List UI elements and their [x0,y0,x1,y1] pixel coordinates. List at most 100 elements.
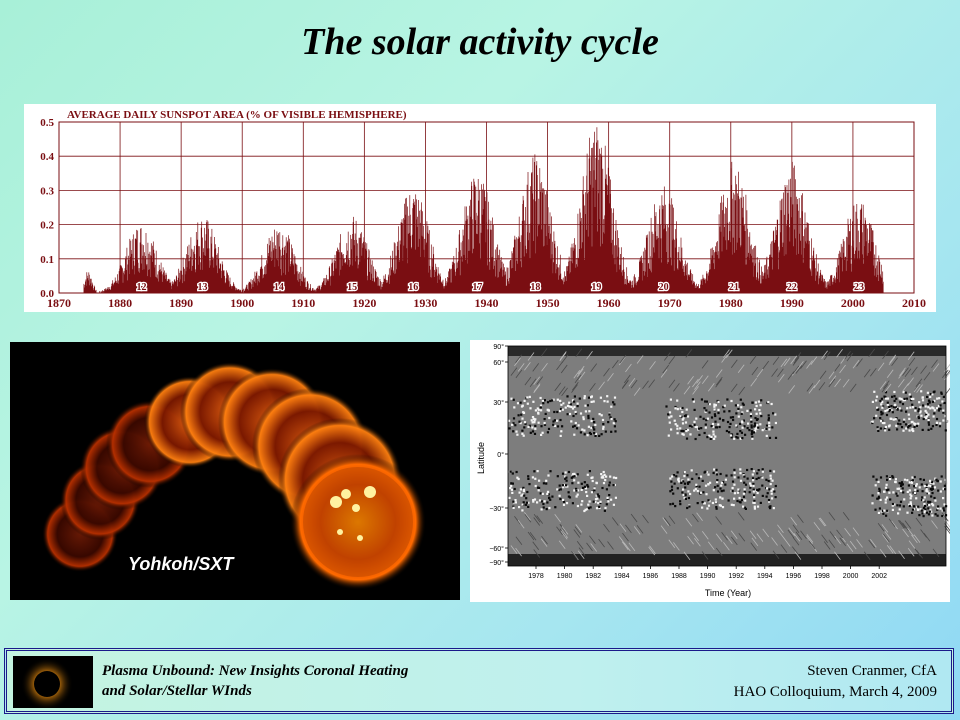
flux-speck [601,475,604,478]
flux-speck [613,425,616,428]
flux-streak [540,348,548,357]
flux-speck [569,403,572,406]
butterfly-y-tick-label: −30° [489,505,504,513]
flux-speck [876,408,879,411]
flux-streak [788,527,796,536]
flux-speck [591,479,594,483]
flux-speck [720,481,724,484]
flux-streak [879,381,887,390]
flux-speck [714,414,717,418]
flux-speck [918,486,921,489]
flux-streak [574,526,582,535]
flux-speck [889,409,892,412]
flux-speck [721,506,725,509]
flux-speck [528,424,531,427]
flux-speck [884,429,887,432]
butterfly-x-axis-label: Time (Year) [705,588,751,598]
flux-speck [684,497,687,500]
presentation-title-line1: Plasma Unbound: New Insights Coronal Hea… [102,663,409,679]
butterfly-x-tick-label: 2000 [843,573,859,580]
flux-speck [757,426,760,429]
flux-speck [700,427,703,430]
flux-speck [712,425,715,428]
flux-speck [896,494,899,497]
butterfly-y-tick-label: −90° [489,559,504,567]
flux-speck [883,427,886,430]
flux-speck [924,508,927,511]
flux-speck [693,489,696,492]
flux-speck [926,492,929,495]
flux-speck [874,484,877,487]
sunspot-bars [83,127,884,293]
active-region-spot [352,504,360,512]
flux-streak [913,383,921,393]
sunspot-x-tick-label: 1960 [597,296,621,310]
flux-speck [511,491,514,494]
flux-speck [712,471,715,475]
flux-speck [680,481,683,484]
flux-speck [522,486,525,489]
flux-speck [719,472,722,476]
flux-streak [884,531,892,540]
sunspot-chart-title: AVERAGE DAILY SUNSPOT AREA (% OF VISIBLE… [67,109,407,121]
flux-speck [729,434,733,437]
flux-speck [902,491,905,494]
flux-speck [670,428,673,431]
flux-speck [583,509,586,513]
flux-speck [929,479,932,482]
flux-speck [736,436,739,439]
flux-speck [556,398,559,401]
active-region-spot [341,489,351,499]
flux-speck [709,481,712,484]
flux-speck [912,397,915,400]
flux-streak [730,383,738,393]
flux-speck [668,421,671,424]
flux-speck [903,418,906,421]
flux-streak [723,349,730,358]
flux-speck [903,397,906,400]
flux-speck [885,413,889,417]
flux-speck [566,404,570,407]
flux-speck [704,470,707,473]
flux-streak [792,357,800,366]
flux-speck [894,406,897,409]
flux-speck [716,490,720,493]
flux-speck [522,411,525,414]
flux-streak [792,524,800,533]
flux-streak [533,549,541,558]
flux-speck [695,417,698,420]
flux-speck [932,482,935,485]
flux-speck [936,507,939,510]
sunspot-area-bars [83,127,884,293]
flux-speck [917,410,920,413]
flux-speck [749,413,752,416]
flux-speck [906,511,909,514]
flux-streak [777,524,784,534]
flux-speck [673,482,676,485]
flux-streak [762,360,770,370]
flux-streak [660,525,668,534]
flux-speck [521,429,524,432]
flux-speck [756,491,759,495]
flux-speck [545,482,548,485]
flux-streak [558,540,566,550]
flux-speck [704,484,708,487]
flux-speck [516,476,519,479]
flux-speck [546,431,549,434]
flux-speck [675,475,678,478]
flux-streak [529,378,537,387]
flux-speck [562,486,565,489]
flux-streak [574,374,582,384]
flux-streak [573,529,581,538]
flux-speck [686,415,690,418]
flux-streak [532,363,540,372]
flux-streak [628,377,636,387]
butterfly-x-tick-label: 1988 [671,573,687,580]
flux-speck [923,500,926,503]
flux-speck [524,503,528,506]
flux-speck [921,490,924,493]
flux-streak [751,366,759,376]
flux-streak [738,532,746,542]
flux-speck [873,417,876,420]
flux-speck [610,430,613,433]
